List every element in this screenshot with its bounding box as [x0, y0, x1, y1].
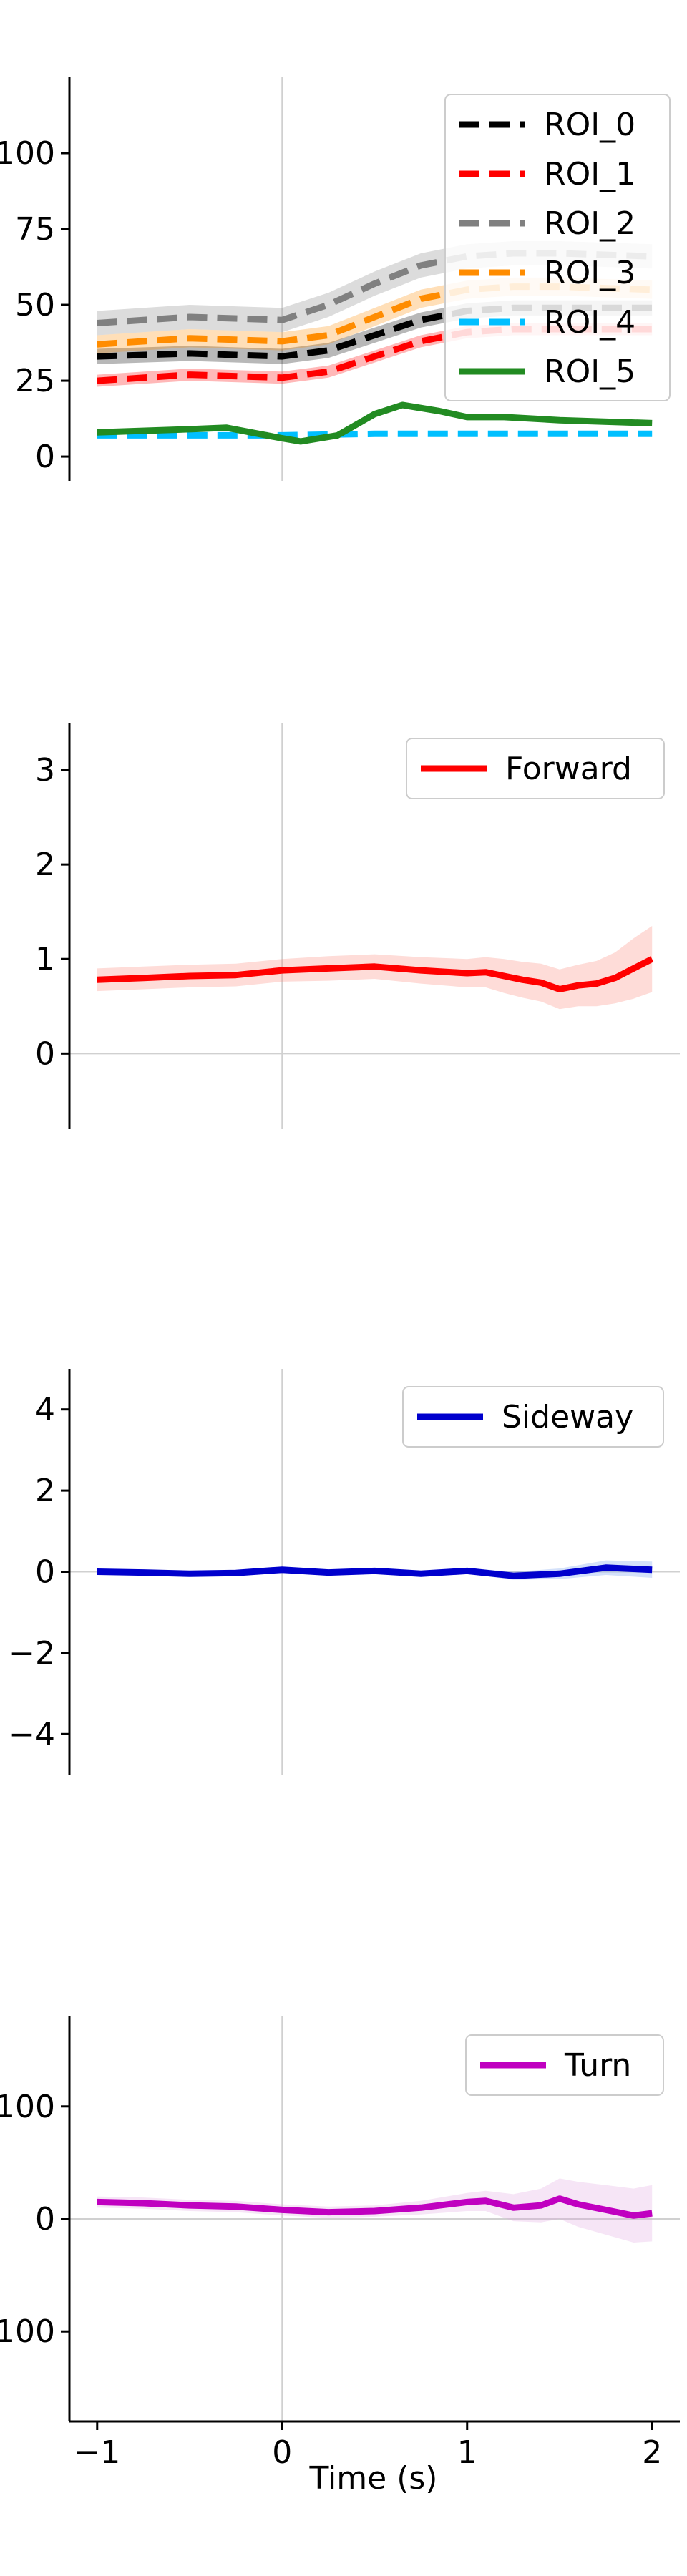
series-line-sideway [97, 1564, 653, 1579]
y-tick-label: 0 [35, 1035, 55, 1072]
legend-entry-label: ROI_4 [544, 304, 635, 341]
y-tick-label: 100 [0, 2089, 55, 2125]
legend-box [402, 1386, 664, 1448]
series-line-roi-5 [97, 401, 653, 445]
chart-panel-1: 0 25 50 75 100 ROI_0 ROI_1 ROI_2 ROI_3 ROI_4 ROI_5 [0, 77, 671, 481]
x-tick-label: 0 [272, 2434, 292, 2471]
x-tick-label: 2 [642, 2434, 662, 2471]
series-line-roi-1 [97, 326, 653, 384]
y-tick-label: −2 [9, 1635, 55, 1672]
y-tick-label: 100 [0, 2313, 55, 2350]
legend-entry-label: Turn [564, 2047, 631, 2084]
legend-entry-label: ROI_2 [544, 205, 635, 242]
legend-entry-label: ROI_5 [544, 353, 635, 390]
legend-entry-label: ROI_0 [544, 107, 635, 143]
legend-entry-label: Sideway [502, 1399, 633, 1435]
y-tick-label: 2 [35, 1473, 55, 1509]
y-tick-label: 50 [15, 287, 55, 323]
legend-entry-label: ROI_3 [544, 255, 635, 291]
x-tick-label: −1 [74, 2434, 120, 2471]
legend-box [406, 738, 665, 799]
x-tick-label: 1 [457, 2434, 477, 2471]
x-axis-label: Time (s) [309, 2460, 438, 2497]
legend-entry-label: ROI_1 [544, 156, 635, 192]
y-tick-label: 4 [35, 1392, 55, 1428]
y-tick-label: 0 [35, 1554, 55, 1591]
chart-panel-3: −4 −2 0 2 4 Sideway [9, 1369, 680, 1775]
legend-entry-label: Forward [505, 751, 632, 787]
y-tick-label: 25 [15, 363, 55, 399]
series-line-forward [97, 956, 654, 992]
series-line-roi-3 [97, 283, 653, 348]
chart-panel-4: 100 0 100 −1 0 1 2 Turn [0, 2016, 680, 2471]
y-tick-label: 1 [35, 941, 55, 977]
y-tick-label: 0 [35, 2201, 55, 2238]
y-tick-label: 75 [15, 211, 55, 248]
legend: ROI_0 ROI_1 ROI_2 ROI_3 ROI_4 ROI_5 [444, 94, 671, 401]
legend: Forward [406, 738, 665, 799]
legend: Turn [465, 2034, 664, 2096]
y-tick-label: −4 [9, 1716, 55, 1752]
panels: 0255075100ROI_0ROI_1ROI_2ROI_3ROI_4ROI_5… [0, 77, 680, 2471]
y-tick-label: 2 [35, 847, 55, 883]
series-line-turn [97, 2195, 653, 2219]
chart-panel-2: 0 1 2 3 Forward [35, 723, 680, 1129]
series-line-roi-0 [97, 304, 653, 360]
series-line-roi-4 [97, 430, 653, 439]
legend-box [465, 2034, 664, 2096]
y-tick-label: 3 [35, 752, 55, 789]
legend: Sideway [402, 1386, 664, 1448]
y-tick-label: 100 [0, 135, 55, 172]
y-tick-label: 0 [35, 439, 55, 475]
